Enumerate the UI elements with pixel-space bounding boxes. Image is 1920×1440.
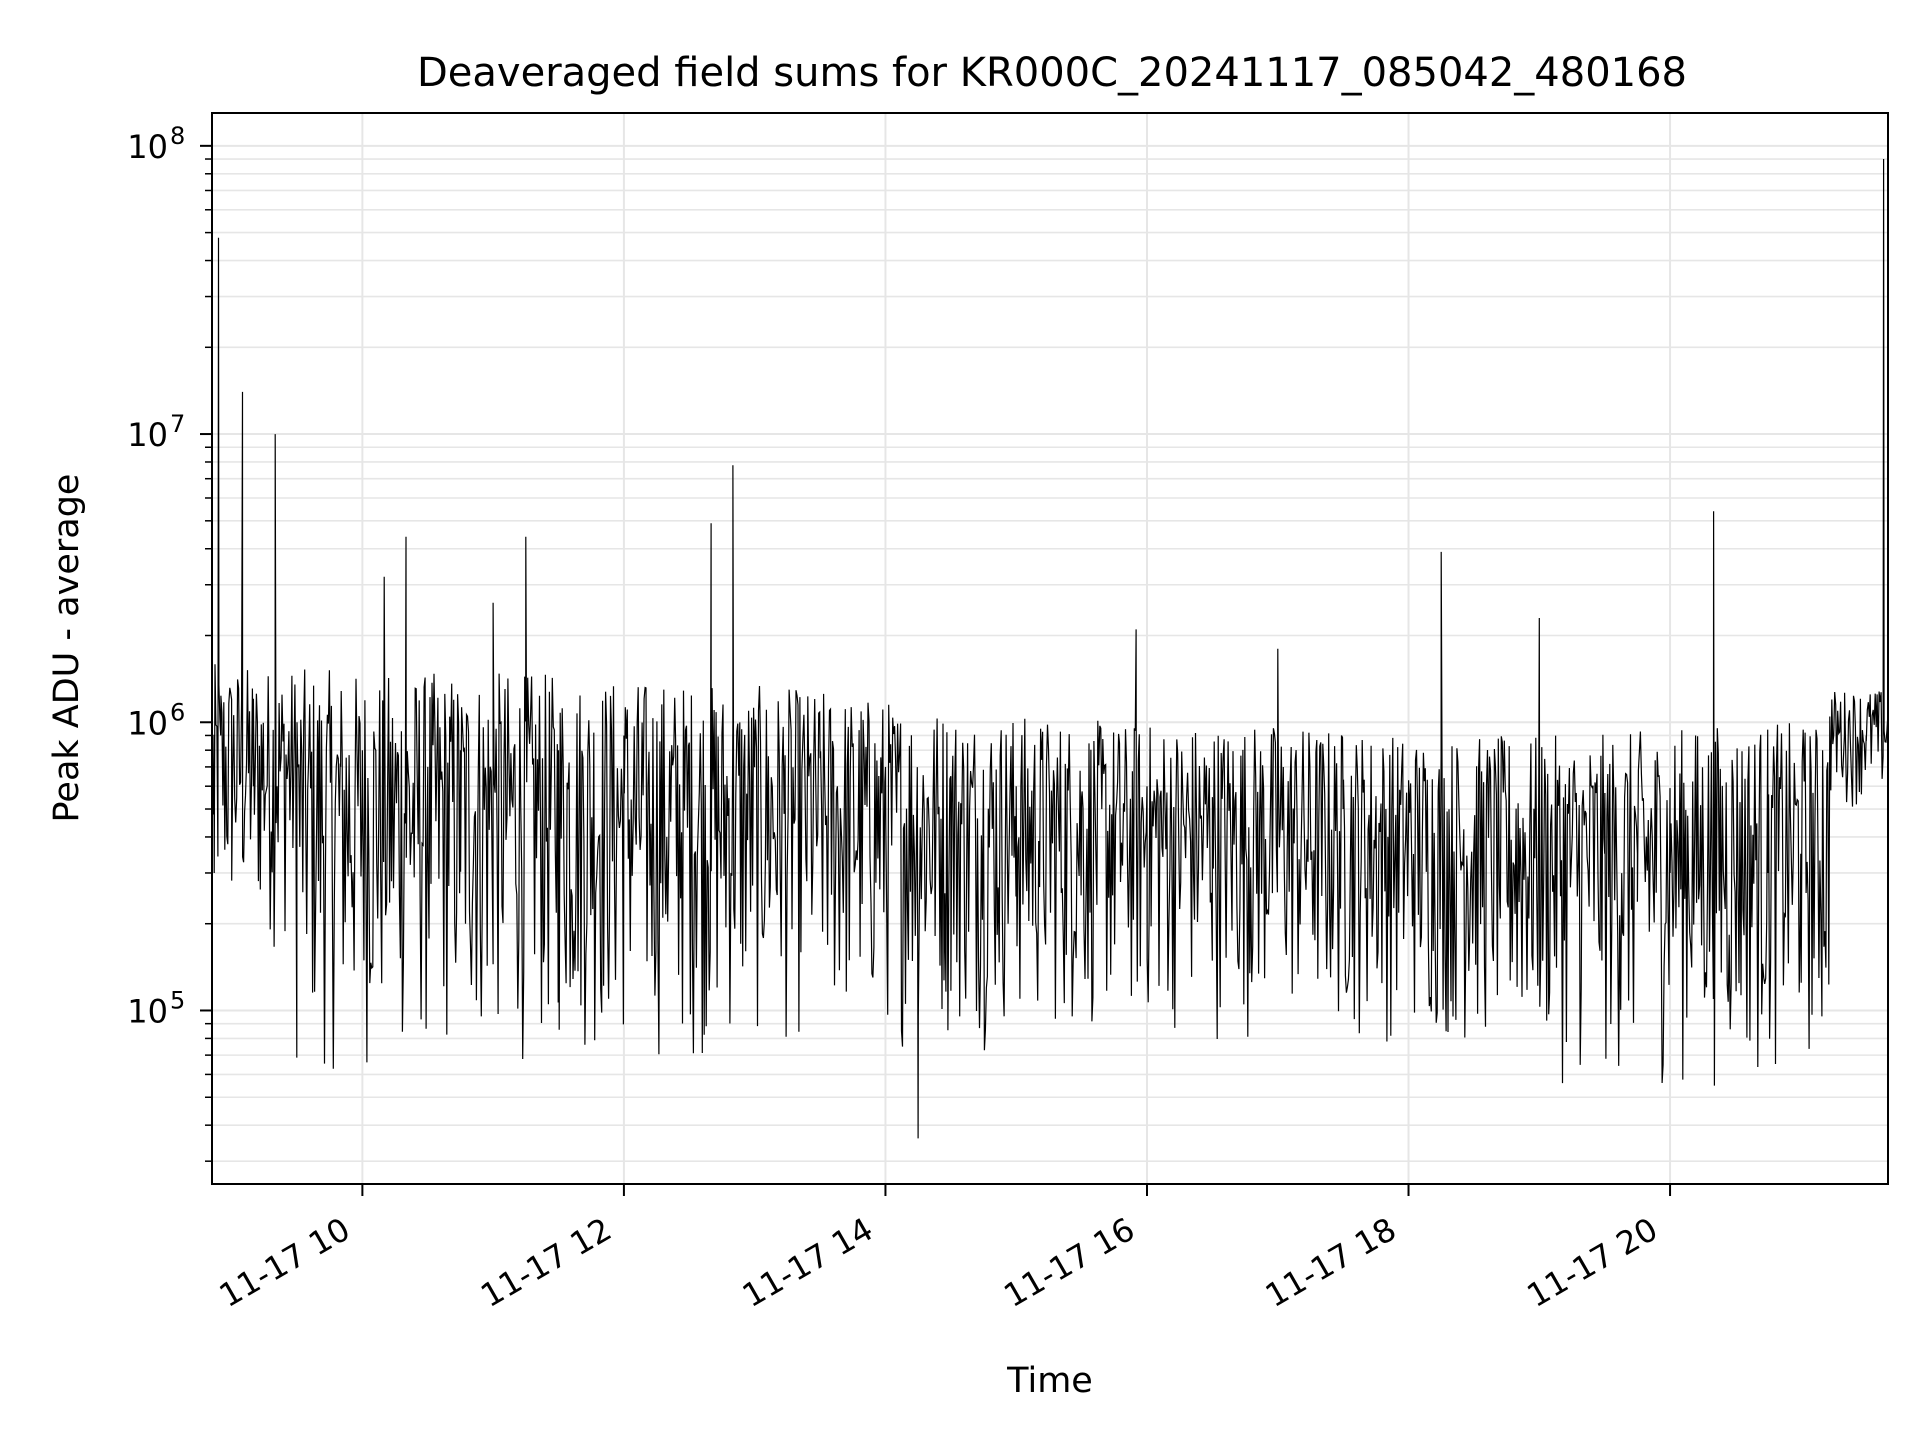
- chart-title: Deaveraged field sums for KR000C_2024111…: [417, 50, 1687, 96]
- x-axis-label: Time: [1006, 1361, 1093, 1401]
- y-tick-label: 10: [127, 416, 168, 454]
- grid: [212, 113, 1888, 1184]
- x-tick-label: 11-17 10: [213, 1210, 357, 1315]
- x-tick-label: 11-17 12: [474, 1210, 618, 1315]
- y-tick-exponent: 6: [170, 698, 185, 726]
- series-trace: [211, 158, 1889, 1139]
- y-tick-label: 10: [127, 128, 168, 166]
- y-axis-label: Peak ADU - average: [47, 474, 87, 823]
- x-tick-label: 11-17 16: [997, 1210, 1141, 1315]
- plot-frame: [211, 112, 1889, 1185]
- y-tick-label: 10: [127, 704, 168, 742]
- y-tick-exponent: 5: [170, 986, 185, 1014]
- x-tick-label: 11-17 14: [736, 1210, 880, 1315]
- y-tick-exponent: 8: [170, 122, 185, 150]
- x-tick-label: 11-17 20: [1520, 1210, 1664, 1315]
- y-tick-label: 10: [127, 992, 168, 1030]
- series-line: [211, 158, 1889, 1139]
- x-tick-label: 11-17 18: [1259, 1210, 1403, 1315]
- y-tick-exponent: 7: [170, 410, 185, 438]
- x-axis: 11-17 10 11-17 12 11-17 14 11-17 16 11-17 18…: [213, 1184, 1672, 1315]
